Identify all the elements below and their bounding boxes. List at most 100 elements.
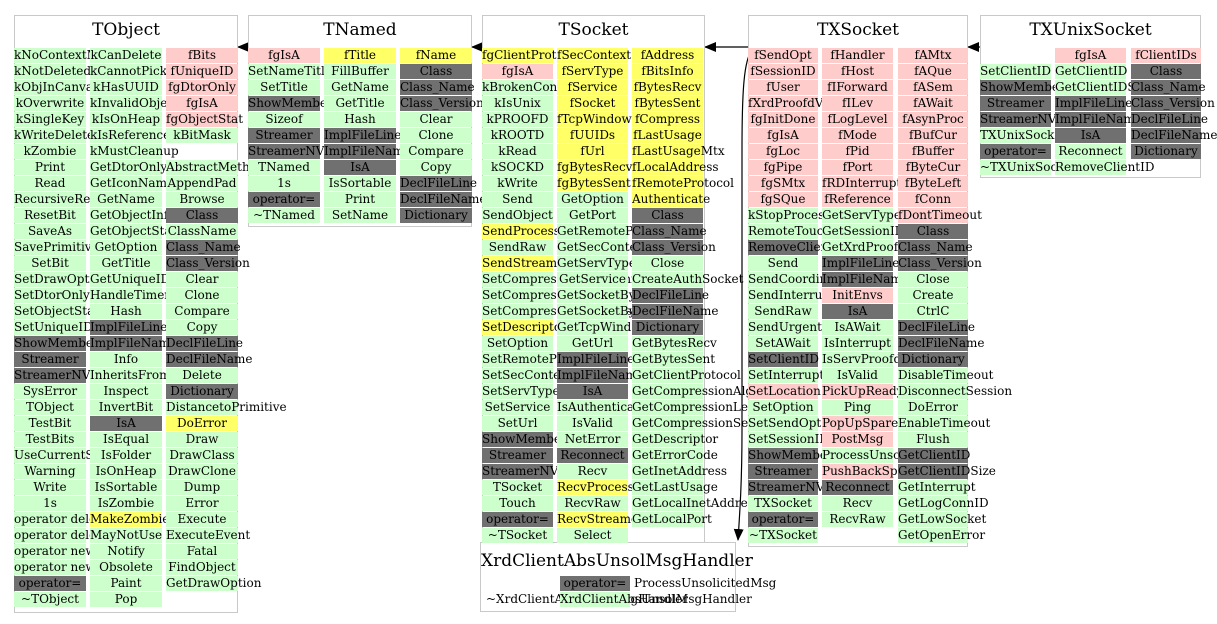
member-txsocket-doerror[interactable]: DoError (898, 400, 968, 415)
member-txsocket-initenvs[interactable]: InitEnvs (822, 288, 893, 303)
member-tobject-kbitmask[interactable]: kBitMask (166, 128, 238, 143)
member-tsocket-implfilename[interactable]: ImplFileName (557, 368, 644, 383)
member-txsocket-getclientidsize[interactable]: GetClientIDSize (898, 464, 996, 479)
member-txsocket-removeclientid[interactable]: RemoveClientID (748, 240, 848, 255)
member-txsocket-pickupready[interactable]: PickUpReady (822, 384, 904, 399)
member-txunixsocket-setclientid[interactable]: SetClientID (980, 64, 1052, 79)
member-tobject-obsolete[interactable]: Obsolete (90, 560, 162, 575)
member-txsocket-popupspare[interactable]: PopUpSpare (822, 416, 899, 431)
member-tsocket-neterror[interactable]: NetError (557, 432, 628, 447)
member-tsocket-isauthenticated[interactable]: IsAuthenticated (557, 400, 654, 415)
member-tobject-declfilename[interactable]: DeclFileName (166, 352, 253, 367)
member-tsocket-setcompressionlevel[interactable]: SetCompressionLevel (482, 288, 615, 303)
member-tobject-info[interactable]: Info (90, 352, 162, 367)
member-txunixsocket-implfileline[interactable]: ImplFileLine (1055, 96, 1133, 111)
member-tnamed-setnametitle[interactable]: SetNameTitle (248, 64, 332, 79)
member-tobject-saveprimitive[interactable]: SavePrimitive (14, 240, 99, 255)
member-txsocket-fmode[interactable]: fMode (822, 128, 893, 143)
member-tnamed-tnamed[interactable]: TNamed (248, 160, 320, 175)
member-tobject-recursiveremove[interactable]: RecursiveRemove (14, 192, 123, 207)
member-txsocket-fgloc[interactable]: fgLoc (748, 144, 818, 159)
member-tobject-declfileline[interactable]: DeclFileLine (166, 336, 244, 351)
member-tsocket-getservice[interactable]: GetService (557, 272, 628, 287)
member-tsocket-implfileline[interactable]: ImplFileLine (557, 352, 635, 367)
member-tobject-isonheap[interactable]: IsOnHeap (90, 464, 162, 479)
member-tsocket-kread[interactable]: kRead (482, 144, 553, 159)
member-tsocket-class[interactable]: Class (632, 208, 703, 223)
member-tobject-findobject[interactable]: FindObject (166, 560, 238, 575)
member-tobject-funiqueid[interactable]: fUniqueID (166, 64, 238, 79)
member-tsocket-authenticate[interactable]: Authenticate (632, 192, 711, 207)
member-tsocket-getsocketbytessent[interactable]: GetSocketBytesSent (557, 304, 682, 319)
member-xrdhandler-operator[interactable]: operator= (560, 576, 630, 591)
member-tsocket-fbitsinfo[interactable]: fBitsInfo (632, 64, 703, 79)
member-tobject-kobjincanvas[interactable]: kObjInCanvas (14, 80, 100, 95)
member-tnamed-showmembers[interactable]: ShowMembers (248, 96, 339, 111)
member-txsocket-fasem[interactable]: fASem (898, 80, 968, 95)
member-tobject-gettitle[interactable]: GetTitle (90, 256, 162, 271)
member-tobject-1s[interactable]: 1s (14, 496, 86, 511)
member-txsocket-implfilename[interactable]: ImplFileName (822, 272, 909, 287)
member-xrdhandler-xrdclientabsunsolmsghandler[interactable]: XrdClientAbsUnsolMsgHandler (560, 592, 752, 607)
member-txsocket-freference[interactable]: fReference (822, 192, 893, 207)
member-tsocket-getclientprotocol[interactable]: GetClientProtocol (632, 368, 741, 383)
member-txsocket-fuser[interactable]: fUser (748, 80, 818, 95)
member-txsocket-recv[interactable]: Recv (822, 496, 893, 511)
member-txsocket-close[interactable]: Close (898, 272, 968, 287)
member-tobject-getuniqueid[interactable]: GetUniqueID (90, 272, 171, 287)
member-xrdhandler-processunsolicitedmsg[interactable]: ProcessUnsolicitedMsg (634, 576, 776, 591)
member-txsocket-send[interactable]: Send (748, 256, 818, 271)
member-tsocket-recv[interactable]: Recv (557, 464, 628, 479)
member-tsocket-getlastusage[interactable]: GetLastUsage (632, 480, 718, 495)
member-tobject-khasuuid[interactable]: kHasUUID (90, 80, 162, 95)
member-tobject-drawclone[interactable]: DrawClone (166, 464, 238, 479)
member-txsocket-isservproofd[interactable]: IsServProofd (822, 352, 902, 367)
member-tnamed-ftitle[interactable]: fTitle (324, 48, 396, 63)
member-txsocket-txsocket[interactable]: ~TXSocket (748, 528, 818, 543)
member-tobject-operator-new[interactable]: operator new[] (14, 560, 105, 575)
member-tobject-getobjectinfo[interactable]: GetObjectInfo (90, 208, 176, 223)
member-tsocket-geturl[interactable]: GetUrl (557, 336, 628, 351)
member-tobject-resetbit[interactable]: ResetBit (14, 208, 86, 223)
member-tobject-distancetoprimitive[interactable]: DistancetoPrimitive (166, 400, 287, 415)
member-tsocket-seturl[interactable]: SetUrl (482, 416, 553, 431)
member-tobject-print[interactable]: Print (14, 160, 86, 175)
member-txsocket-reconnect[interactable]: Reconnect (822, 480, 893, 495)
member-tsocket-setservice[interactable]: SetService (482, 400, 553, 415)
member-tobject-operator-delete[interactable]: operator delete[] (14, 528, 118, 543)
member-tsocket-setoption[interactable]: SetOption (482, 336, 553, 351)
member-tobject-setobjectstat[interactable]: SetObjectStat (14, 304, 100, 319)
member-txsocket-fgsmtx[interactable]: fgSMtx (748, 176, 818, 191)
member-tnamed-fname[interactable]: fName (400, 48, 472, 63)
member-txsocket-class-version[interactable]: Class_Version (898, 256, 982, 271)
member-txsocket-disconnectsession[interactable]: DisconnectSession (898, 384, 1013, 399)
member-tobject-makezombie[interactable]: MakeZombie (90, 512, 170, 527)
member-txsocket-fgpipe[interactable]: fgPipe (748, 160, 818, 175)
member-tnamed-sizeof[interactable]: Sizeof (248, 112, 320, 127)
member-txsocket-sendinterrupt[interactable]: SendInterrupt (748, 288, 835, 303)
member-txunixsocket-declfileline[interactable]: DeclFileLine (1131, 112, 1209, 127)
member-tsocket-getdescriptor[interactable]: GetDescriptor (632, 432, 719, 447)
member-tsocket-recvprocessids[interactable]: RecvProcessIDs (557, 480, 655, 495)
member-txunixsocket-streamer[interactable]: Streamer (980, 96, 1051, 111)
member-tobject-inheritsfrom[interactable]: InheritsFrom (90, 368, 171, 383)
member-txsocket-setoption[interactable]: SetOption (748, 400, 818, 415)
member-tobject-draw[interactable]: Draw (166, 432, 238, 447)
member-txsocket-sendcoordinator[interactable]: SendCoordinator (748, 272, 853, 287)
member-txsocket-fgsque[interactable]: fgSQue (748, 192, 818, 207)
member-tsocket-kproofd[interactable]: kPROOFD (482, 112, 553, 127)
member-txsocket-fport[interactable]: fPort (822, 160, 893, 175)
member-tsocket-krootd[interactable]: kROOTD (482, 128, 553, 143)
member-tsocket-fservtype[interactable]: fServType (557, 64, 628, 79)
member-txsocket-fxrdproofdversion[interactable]: fXrdProofdVersion (748, 96, 861, 111)
member-tsocket-getcompressionlevel[interactable]: GetCompressionLevel (632, 400, 766, 415)
member-tobject-fgisa[interactable]: fgIsA (166, 96, 238, 111)
member-tsocket-isa[interactable]: IsA (557, 384, 628, 399)
member-tsocket-setseccontext[interactable]: SetSecContext (482, 368, 572, 383)
member-tsocket-getremoteprotocol[interactable]: GetRemoteProtocol (557, 224, 677, 239)
member-tsocket-getbytessent[interactable]: GetBytesSent (632, 352, 716, 367)
member-txsocket-getxrdproofdversion[interactable]: GetXrdProofdVersion (822, 240, 952, 255)
member-tnamed-class-name[interactable]: Class_Name (400, 80, 475, 95)
member-tobject-execute[interactable]: Execute (166, 512, 238, 527)
member-txunixsocket-getclientid[interactable]: GetClientID (1055, 64, 1128, 79)
